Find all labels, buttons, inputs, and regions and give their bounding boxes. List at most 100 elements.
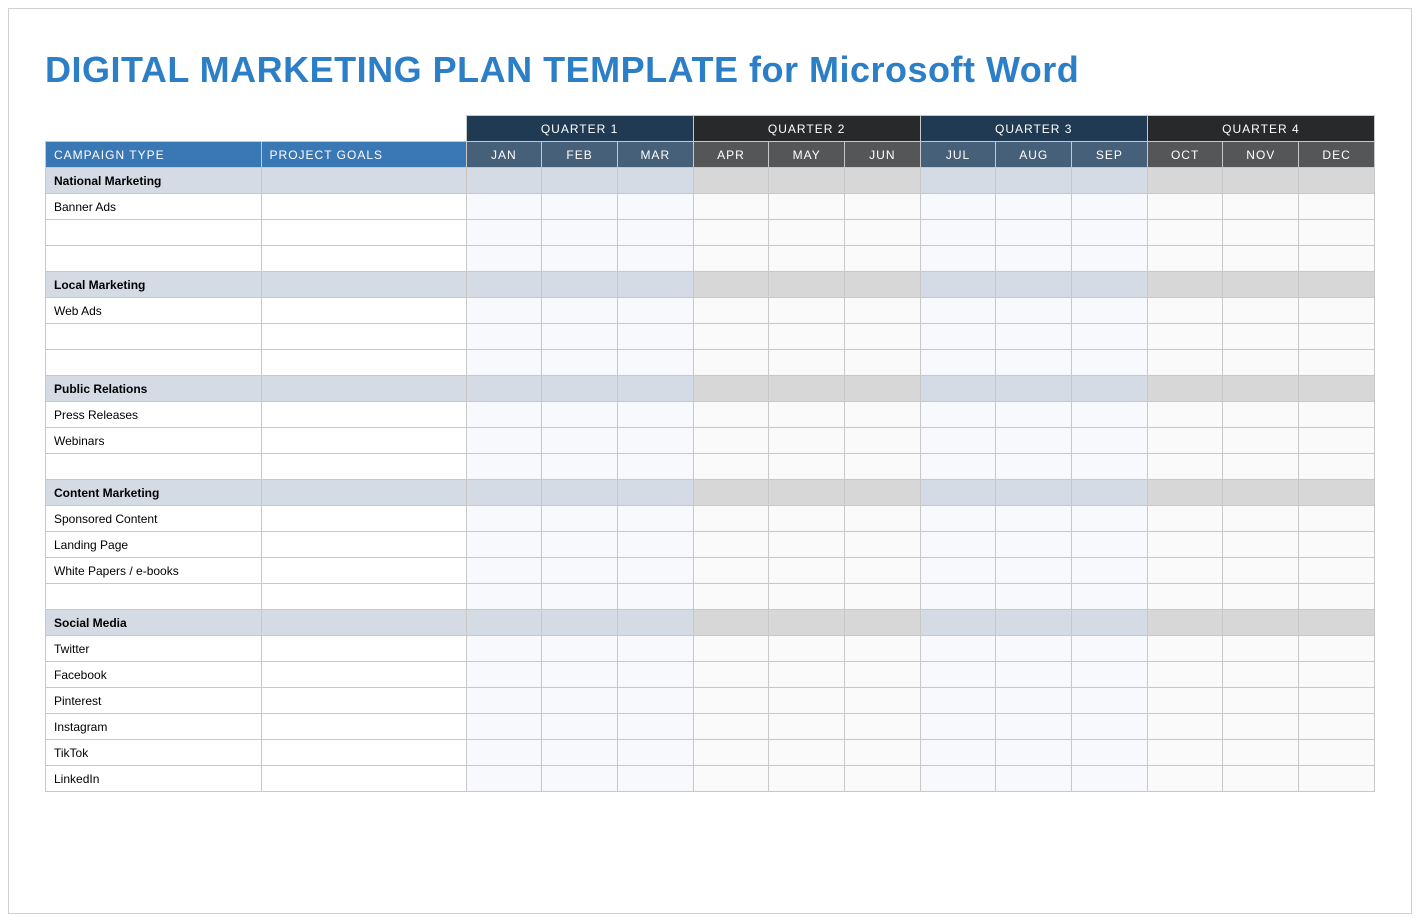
month-cell (769, 584, 845, 610)
month-cell (693, 454, 769, 480)
month-cell (542, 220, 618, 246)
month-cell (466, 454, 542, 480)
month-cell (693, 402, 769, 428)
month-cell (996, 454, 1072, 480)
month-cell (1147, 714, 1223, 740)
month-cell (1299, 220, 1375, 246)
month-cell (845, 714, 921, 740)
month-cell (769, 402, 845, 428)
month-cell (1299, 402, 1375, 428)
month-cell (617, 376, 693, 402)
month-cell (542, 662, 618, 688)
month-cell (693, 636, 769, 662)
month-cell (466, 220, 542, 246)
month-cell (996, 688, 1072, 714)
month-cell (466, 298, 542, 324)
month-cell (769, 610, 845, 636)
month-cell (617, 688, 693, 714)
goals-cell (261, 428, 466, 454)
month-cell (542, 376, 618, 402)
month-cell (466, 740, 542, 766)
section-row: Local Marketing (46, 272, 1375, 298)
goals-cell (261, 298, 466, 324)
month-cell (1072, 558, 1148, 584)
month-header: AUG (996, 142, 1072, 168)
month-cell (769, 532, 845, 558)
campaign-cell: Press Releases (46, 402, 262, 428)
campaign-cell: Webinars (46, 428, 262, 454)
project-goals-header: PROJECT GOALS (261, 142, 466, 168)
quarter-header: QUARTER 3 (920, 116, 1147, 142)
month-cell (542, 610, 618, 636)
quarter-header: QUARTER 1 (466, 116, 693, 142)
month-cell (1223, 610, 1299, 636)
month-cell (466, 376, 542, 402)
column-header-row: CAMPAIGN TYPE PROJECT GOALS JAN FEB MAR … (46, 142, 1375, 168)
month-cell (617, 636, 693, 662)
campaign-cell: Banner Ads (46, 194, 262, 220)
month-cell (466, 480, 542, 506)
month-cell (466, 610, 542, 636)
month-cell (617, 298, 693, 324)
month-cell (1147, 740, 1223, 766)
table-row: Web Ads (46, 298, 1375, 324)
campaign-cell: Instagram (46, 714, 262, 740)
month-cell (693, 194, 769, 220)
section-row: Content Marketing (46, 480, 1375, 506)
campaign-cell: Landing Page (46, 532, 262, 558)
month-cell (1072, 714, 1148, 740)
month-cell (542, 506, 618, 532)
month-cell (920, 350, 996, 376)
month-cell (693, 480, 769, 506)
month-cell (542, 324, 618, 350)
month-cell (466, 636, 542, 662)
month-cell (1223, 272, 1299, 298)
month-cell (466, 584, 542, 610)
month-cell (845, 428, 921, 454)
month-cell (693, 246, 769, 272)
month-cell (996, 506, 1072, 532)
month-cell (996, 298, 1072, 324)
month-cell (617, 428, 693, 454)
month-cell (1299, 688, 1375, 714)
campaign-cell (46, 454, 262, 480)
month-cell (542, 480, 618, 506)
month-cell (1223, 402, 1299, 428)
month-cell (769, 246, 845, 272)
campaign-cell: TikTok (46, 740, 262, 766)
month-cell (1299, 272, 1375, 298)
table-row: Twitter (46, 636, 1375, 662)
month-cell (1147, 454, 1223, 480)
month-cell (1147, 688, 1223, 714)
section-goals (261, 480, 466, 506)
month-cell (845, 454, 921, 480)
month-cell (1299, 506, 1375, 532)
month-cell (769, 662, 845, 688)
month-cell (996, 246, 1072, 272)
month-cell (1299, 532, 1375, 558)
month-cell (617, 168, 693, 194)
month-cell (769, 454, 845, 480)
section-row: National Marketing (46, 168, 1375, 194)
month-cell (693, 740, 769, 766)
month-cell (1299, 350, 1375, 376)
month-cell (920, 558, 996, 584)
month-cell (1223, 298, 1299, 324)
campaign-cell (46, 584, 262, 610)
month-cell (920, 324, 996, 350)
month-cell (845, 350, 921, 376)
month-cell (996, 350, 1072, 376)
month-cell (1147, 272, 1223, 298)
section-goals (261, 272, 466, 298)
table-row: Pinterest (46, 688, 1375, 714)
month-cell (542, 428, 618, 454)
month-cell (920, 376, 996, 402)
month-cell (1223, 350, 1299, 376)
month-cell (920, 584, 996, 610)
month-cell (542, 402, 618, 428)
month-cell (542, 584, 618, 610)
month-cell (1299, 324, 1375, 350)
month-cell (920, 220, 996, 246)
month-cell (996, 402, 1072, 428)
table-row: Facebook (46, 662, 1375, 688)
